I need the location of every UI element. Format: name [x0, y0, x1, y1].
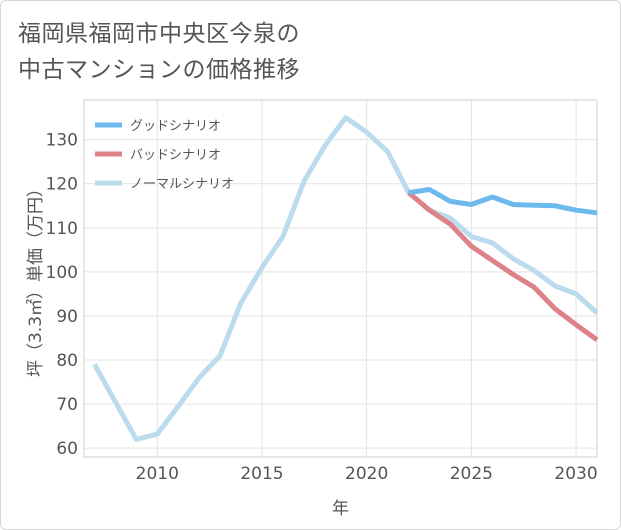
series-line-1 [406, 190, 599, 342]
y-tick-label: 120 [46, 175, 78, 195]
x-tick-label: 2025 [450, 464, 493, 484]
plot-area-border [83, 99, 598, 458]
y-tick-label: 80 [56, 351, 78, 371]
series-lines [92, 115, 599, 442]
legend-label-0: グッドシナリオ [130, 119, 221, 134]
chart-title: 福岡県福岡市中央区今泉の 中古マンションの価格推移 [18, 16, 300, 88]
axis-ticks: 60 70 80 90 100 110 120 130 2010 2015 2020 2025 2030 [46, 131, 598, 484]
series-line-2 [92, 115, 599, 442]
legend-label-2: ノーマルシナリオ [130, 177, 234, 192]
y-tick-label: 130 [46, 131, 78, 151]
gridlines [84, 100, 597, 457]
y-tick-label: 70 [56, 395, 78, 415]
x-tick-label: 2020 [345, 464, 388, 484]
legend-label-1: バッドシナリオ [130, 148, 221, 163]
chart-title-line-2: 中古マンションの価格推移 [18, 57, 300, 83]
y-tick-label: 90 [56, 307, 78, 327]
y-tick-label: 100 [46, 263, 78, 283]
y-axis-title: 坪（3.3㎡）単価（万円） [26, 180, 46, 377]
series-line-0 [408, 187, 598, 216]
chart-title-line-1: 福岡県福岡市中央区今泉の [18, 21, 300, 47]
x-tick-label: 2010 [136, 464, 179, 484]
y-tick-label: 60 [56, 439, 78, 459]
x-tick-label: 2015 [240, 464, 283, 484]
x-tick-label: 2030 [554, 464, 597, 484]
y-tick-label: 110 [46, 219, 78, 239]
x-axis-title: 年 [332, 499, 349, 519]
